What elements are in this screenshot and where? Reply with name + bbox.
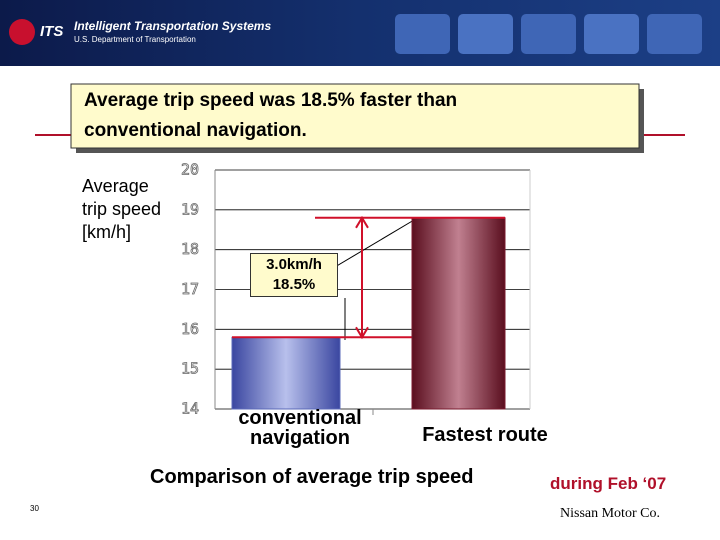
arrow-head xyxy=(355,326,369,340)
y-axis-label: Average trip speed [km/h] xyxy=(82,176,162,242)
x-axis-label: Comparison of average trip speed xyxy=(150,466,474,488)
annotation-text: 3.0km/h xyxy=(266,256,322,273)
y-tick-label: 19 xyxy=(181,200,199,218)
header-photo xyxy=(458,14,513,54)
x-tick-label: Fastest route xyxy=(422,424,548,446)
y-tick-label: 20 xyxy=(181,161,199,179)
header-subtitle: U.S. Department of Transportation xyxy=(74,35,196,44)
bar xyxy=(231,336,341,410)
header-photo xyxy=(584,14,639,54)
header-photo xyxy=(521,14,576,54)
bar xyxy=(411,217,506,410)
logo-text: ITS xyxy=(40,23,63,40)
y-tick-label: 18 xyxy=(181,240,199,258)
y-tick-label: 14 xyxy=(181,400,199,418)
page-number: 30 xyxy=(30,504,39,513)
y-tick-label: 15 xyxy=(181,360,199,378)
annotation-text: 18.5% xyxy=(272,276,316,293)
header-photo xyxy=(395,14,450,54)
arrow-head xyxy=(355,215,369,229)
header-title: Intelligent Transportation Systems xyxy=(74,19,271,33)
y-tick-label: 17 xyxy=(181,280,199,298)
header-photo xyxy=(647,14,702,54)
footer-company: Nissan Motor Co. xyxy=(560,506,660,521)
y-tick-label: 16 xyxy=(181,320,199,338)
x-tick-label: conventional navigation xyxy=(238,407,362,449)
callout-box xyxy=(70,83,640,149)
x-axis-note: during Feb ‘07 xyxy=(550,474,667,493)
callout-text: Average trip speed was 18.5% faster than… xyxy=(84,90,458,141)
annotation-box: 3.0km/h 18.5% xyxy=(250,253,338,297)
logo-mark xyxy=(9,19,35,45)
